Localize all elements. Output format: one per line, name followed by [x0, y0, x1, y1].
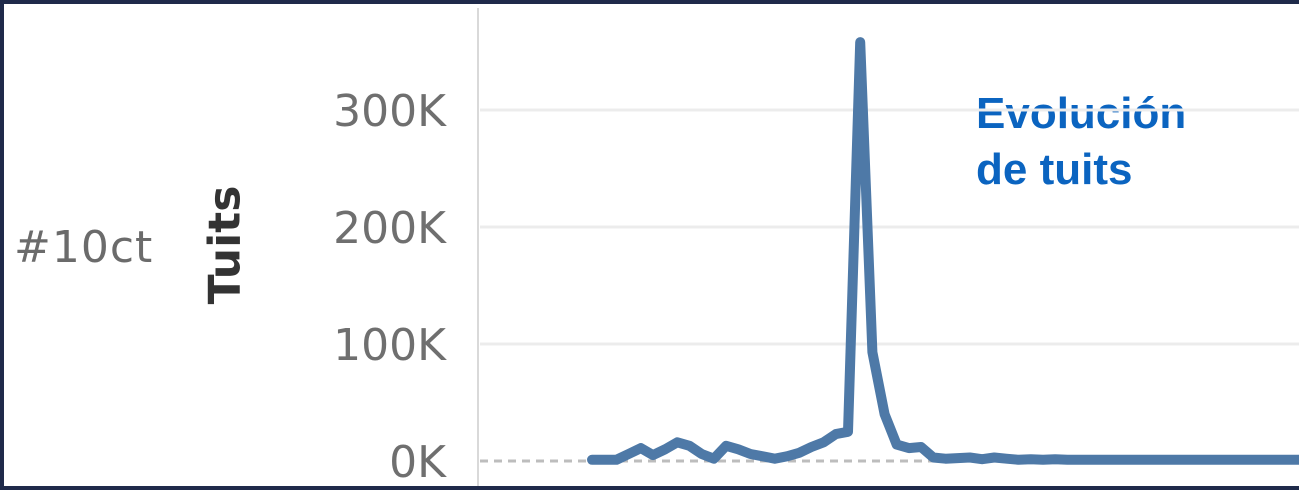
y-tick-label: 100K: [333, 320, 447, 371]
y-tick-label: 0K: [389, 437, 447, 488]
row-header-label: #10ct: [14, 222, 154, 273]
chart-title-line-2: de tuits: [976, 145, 1133, 194]
y-tick-label: 200K: [333, 203, 447, 254]
chart-title-line-1: Evolución: [976, 89, 1187, 138]
chart-title: Evolución de tuits: [976, 86, 1186, 198]
series-line: [587, 37, 1299, 465]
y-tick-label: 300K: [333, 86, 447, 137]
